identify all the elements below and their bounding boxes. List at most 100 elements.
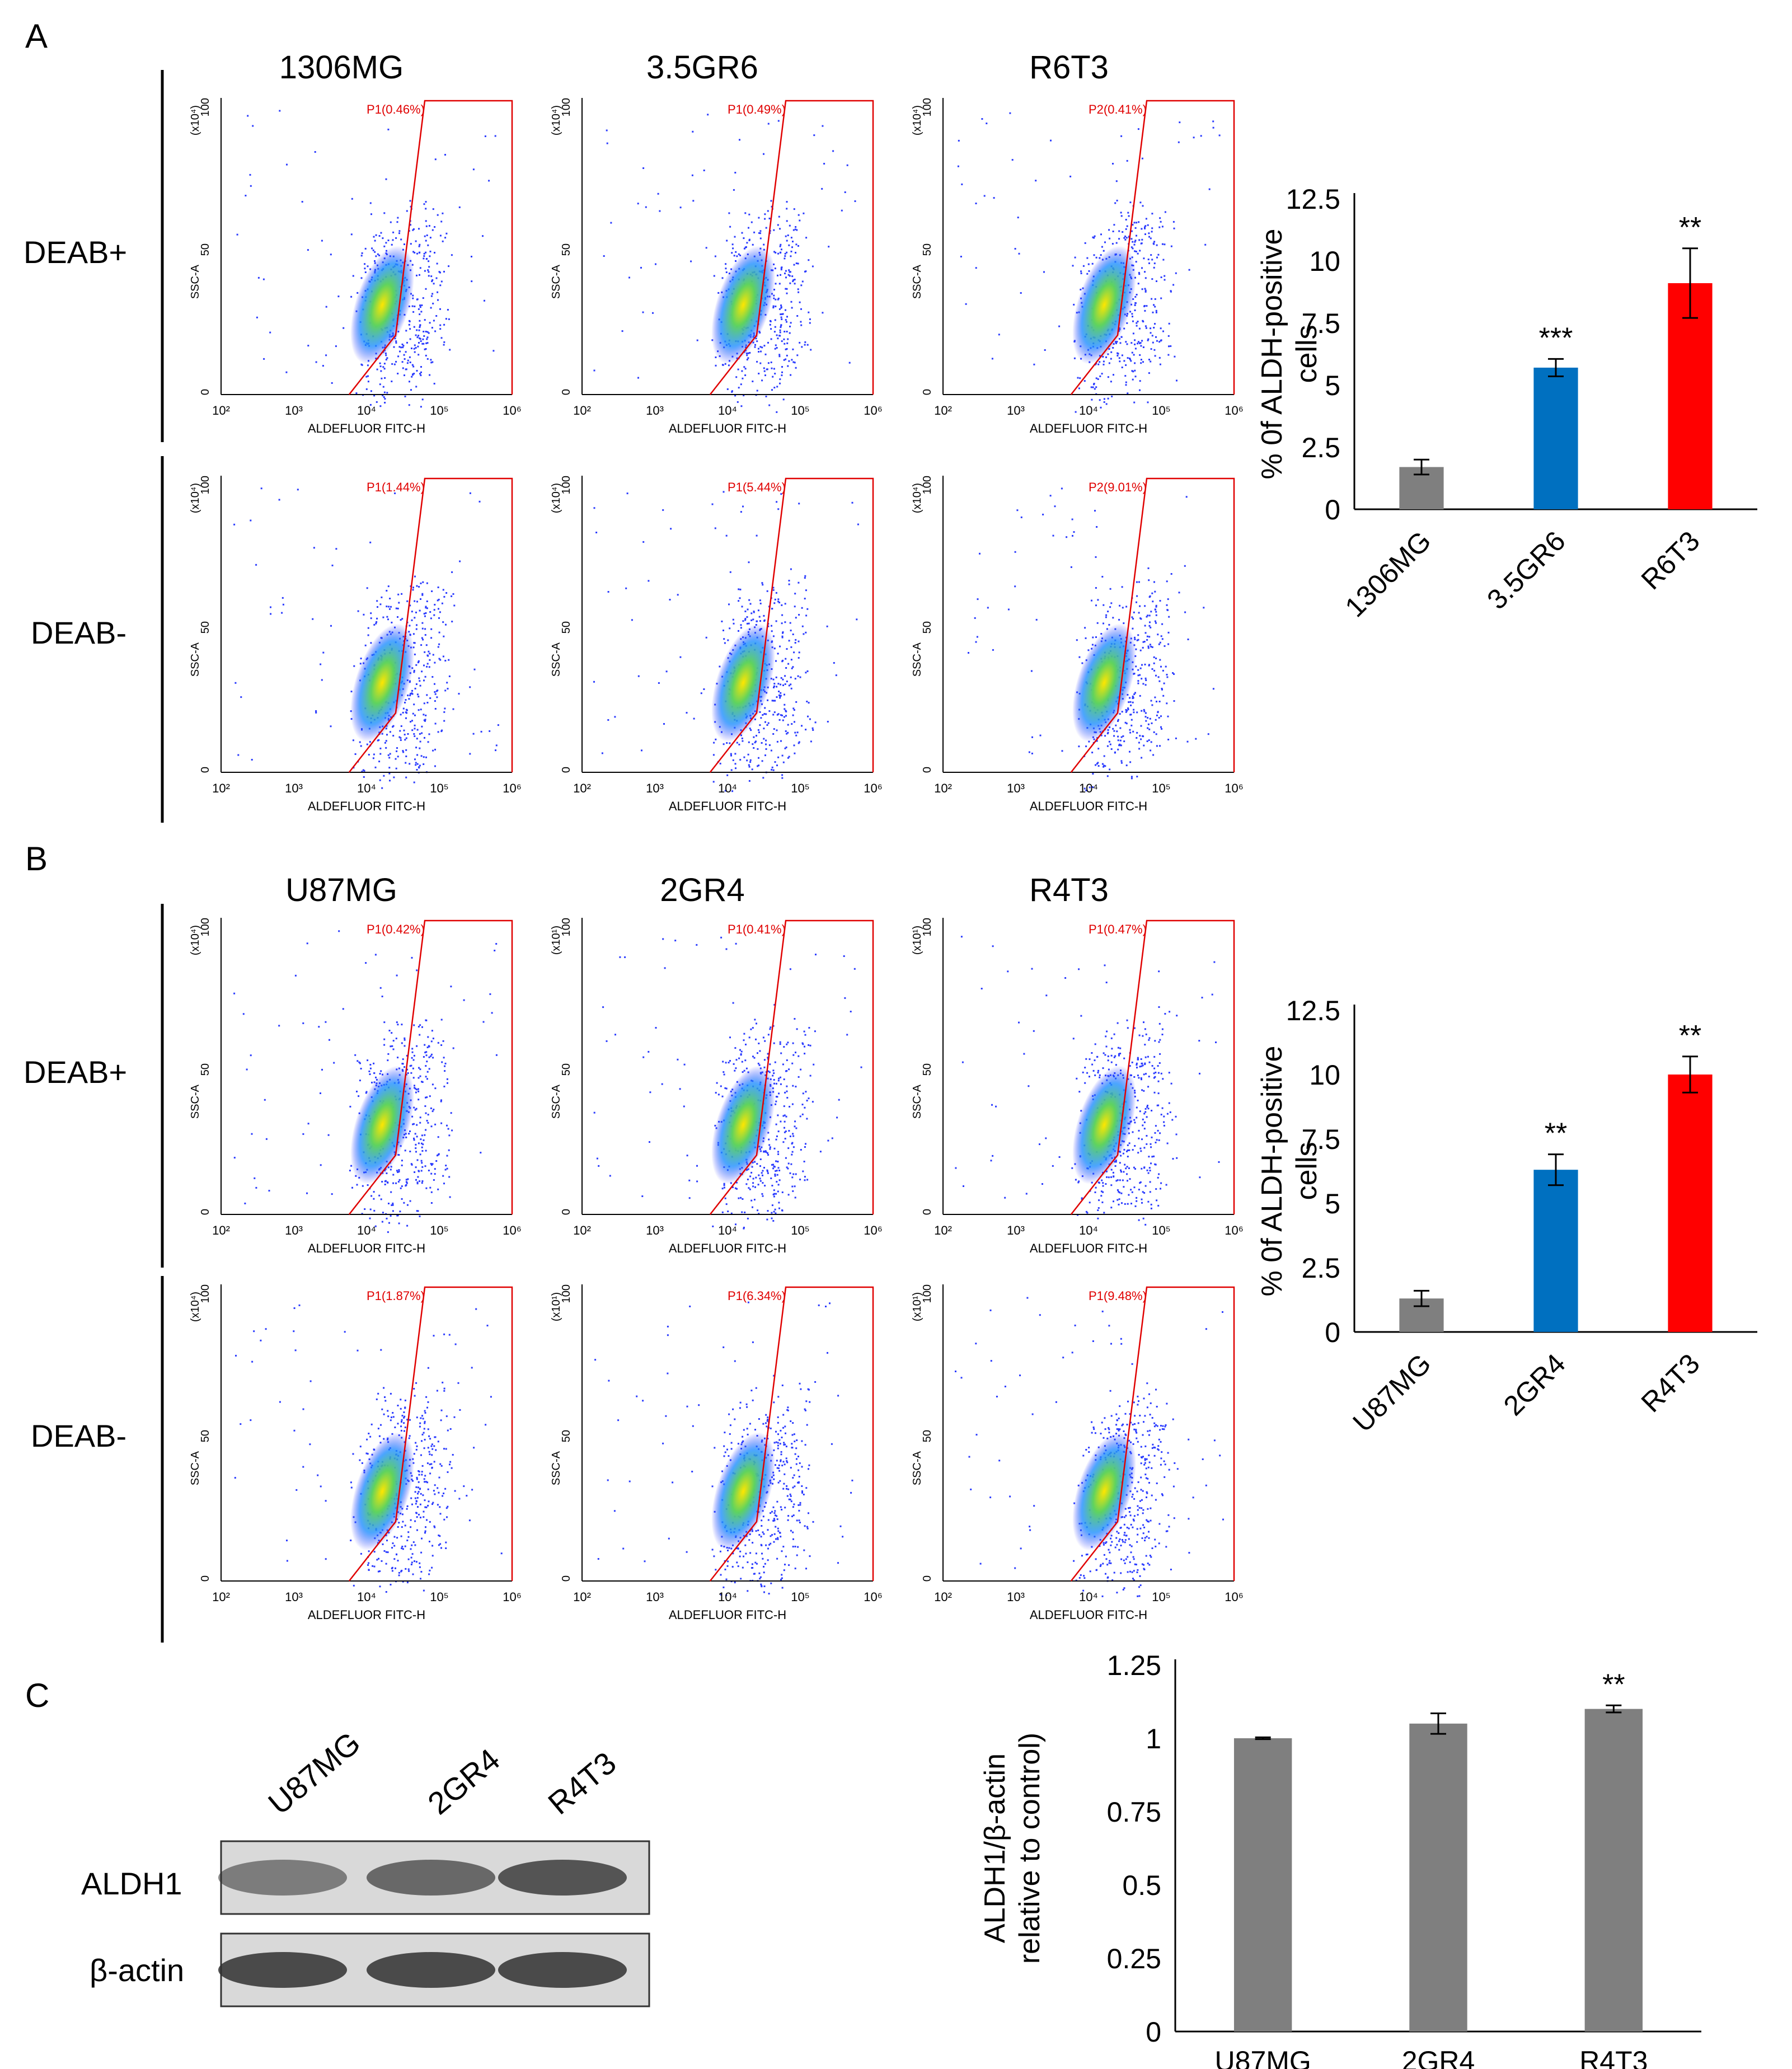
- dot: [785, 710, 787, 712]
- dot: [768, 1138, 770, 1141]
- dot: [1136, 581, 1138, 583]
- dot: [407, 1178, 409, 1180]
- dot: [412, 587, 414, 589]
- dot: [778, 719, 781, 721]
- dot: [1078, 387, 1080, 390]
- dot: [419, 680, 421, 682]
- dot: [471, 256, 472, 257]
- dot: [1155, 604, 1157, 607]
- dot: [1131, 616, 1133, 618]
- dot: [369, 1067, 372, 1069]
- dot: [390, 1584, 392, 1585]
- dot: [1144, 289, 1147, 292]
- dot: [776, 501, 778, 503]
- dot: [406, 1068, 409, 1071]
- dot: [757, 765, 759, 767]
- dot: [1110, 748, 1113, 750]
- dot: [1140, 359, 1142, 361]
- dot: [490, 1396, 492, 1398]
- dot: [356, 1090, 358, 1092]
- dot: [1136, 325, 1138, 327]
- dot: [696, 339, 698, 341]
- dot: [1142, 646, 1144, 649]
- dot: [1120, 215, 1123, 217]
- dot: [729, 742, 731, 744]
- y-tick: 100: [921, 98, 933, 116]
- dot: [1119, 1191, 1121, 1194]
- dot: [396, 1170, 398, 1172]
- dot: [414, 1395, 416, 1397]
- dot: [764, 374, 766, 377]
- dot: [775, 1123, 777, 1125]
- dot: [815, 954, 817, 956]
- dot: [413, 671, 415, 673]
- gate-label: P1(0.46%): [367, 102, 425, 116]
- dot: [429, 1438, 431, 1440]
- dot: [378, 761, 381, 763]
- dot: [433, 1109, 435, 1111]
- dot: [428, 666, 430, 668]
- dot: [1147, 1105, 1148, 1106]
- dot: [762, 1036, 764, 1039]
- dot: [417, 1099, 420, 1101]
- dot: [342, 1008, 344, 1010]
- dot: [778, 308, 781, 310]
- dot: [444, 1488, 447, 1490]
- dot: [1130, 238, 1133, 240]
- dot: [755, 1038, 757, 1040]
- dot: [325, 1500, 327, 1502]
- dot: [799, 1179, 801, 1181]
- x-tick: 10⁶: [1225, 1223, 1244, 1237]
- dot: [1093, 383, 1095, 384]
- dot: [1159, 217, 1161, 219]
- dot: [765, 743, 767, 745]
- dot: [1153, 304, 1155, 306]
- dot: [500, 1552, 503, 1555]
- dot: [1166, 1142, 1169, 1144]
- dot: [795, 252, 796, 254]
- dot: [733, 622, 735, 625]
- dot: [1101, 246, 1103, 248]
- dot: [383, 775, 385, 777]
- dot: [444, 1070, 446, 1072]
- dot: [1124, 375, 1127, 377]
- dot: [1147, 723, 1150, 725]
- dot: [1153, 241, 1156, 243]
- density-core: [350, 1066, 415, 1184]
- dot: [1112, 347, 1114, 349]
- dot: [421, 637, 423, 639]
- dot: [398, 1169, 400, 1171]
- dot: [792, 1133, 794, 1135]
- dot: [399, 350, 401, 353]
- dot: [434, 1436, 437, 1438]
- dot: [746, 354, 748, 356]
- dot: [1105, 1045, 1108, 1048]
- dot: [1144, 1185, 1147, 1187]
- dot: [438, 658, 440, 660]
- dot: [810, 349, 812, 351]
- dot: [742, 620, 744, 622]
- dot: [364, 263, 366, 265]
- dot: [379, 1073, 381, 1075]
- dot: [431, 229, 434, 231]
- dot: [368, 1070, 370, 1072]
- dot: [992, 945, 994, 947]
- dot: [426, 1071, 429, 1073]
- x-tick: 10⁴: [718, 1223, 737, 1237]
- dot: [756, 620, 758, 622]
- dot: [379, 1585, 381, 1588]
- dot: [778, 1202, 780, 1204]
- dot: [775, 660, 777, 662]
- dot: [419, 324, 421, 326]
- dot: [1166, 674, 1168, 675]
- dot: [1097, 765, 1100, 767]
- dot: [1086, 1072, 1089, 1074]
- dot: [382, 366, 384, 368]
- dot: [405, 756, 407, 757]
- dot: [315, 361, 317, 363]
- dot: [1075, 411, 1077, 413]
- dot: [471, 1367, 473, 1369]
- dot: [1142, 683, 1144, 685]
- dot: [350, 1165, 353, 1167]
- dot: [1144, 277, 1147, 279]
